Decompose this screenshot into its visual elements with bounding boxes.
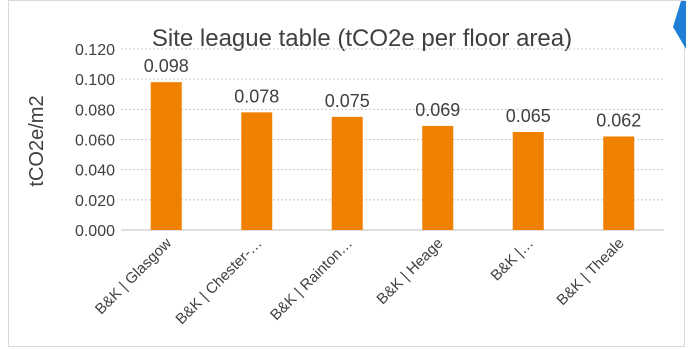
y-tick-label: 0.020: [75, 193, 115, 210]
bar: [331, 116, 363, 230]
x-tick-label: B&K |…: [488, 235, 538, 285]
y-tick-label: 0.120: [75, 42, 115, 59]
value-label: 0.065: [506, 106, 551, 126]
bar: [512, 131, 544, 230]
y-tick-label: 0.060: [75, 133, 115, 150]
y-tick-label: 0.100: [75, 72, 115, 89]
bar: [422, 125, 454, 230]
y-tick-label: 0.000: [75, 223, 115, 240]
value-labels: 0.098 0.078 0.075 0.069 0.065 0.062: [144, 56, 642, 130]
value-label: 0.069: [415, 100, 460, 120]
x-tick-label: B&K | Heage: [373, 235, 446, 308]
y-tick-label: 0.080: [75, 102, 115, 119]
value-label: 0.078: [234, 86, 279, 106]
x-tick-label: B&K | Chester-…: [172, 235, 265, 328]
corner-accent-shape: [673, 1, 686, 49]
bars: [150, 82, 635, 230]
chart-frame: Site league table (tCO2e per floor area)…: [8, 0, 686, 347]
value-label: 0.075: [325, 91, 370, 111]
y-axis-label: tCO2e/m2: [26, 95, 48, 186]
y-tick-labels: 0.000 0.020 0.040 0.060 0.080 0.100 0.120: [75, 42, 115, 240]
gridlines: [121, 48, 664, 231]
value-label: 0.062: [596, 110, 641, 130]
x-tick-label: B&K | Glasgow: [92, 235, 175, 318]
chart-title: Site league table (tCO2e per floor area): [152, 25, 572, 52]
y-tick-label: 0.040: [75, 163, 115, 180]
bar: [603, 136, 635, 230]
bar-chart: Site league table (tCO2e per floor area)…: [26, 25, 664, 328]
value-label: 0.098: [144, 56, 189, 76]
bar: [150, 82, 182, 230]
bar: [241, 112, 273, 230]
corner-accent-path: [673, 1, 686, 49]
x-tick-label: B&K | Rainton…: [267, 235, 356, 324]
x-tick-label: B&K | Theale: [553, 235, 627, 309]
